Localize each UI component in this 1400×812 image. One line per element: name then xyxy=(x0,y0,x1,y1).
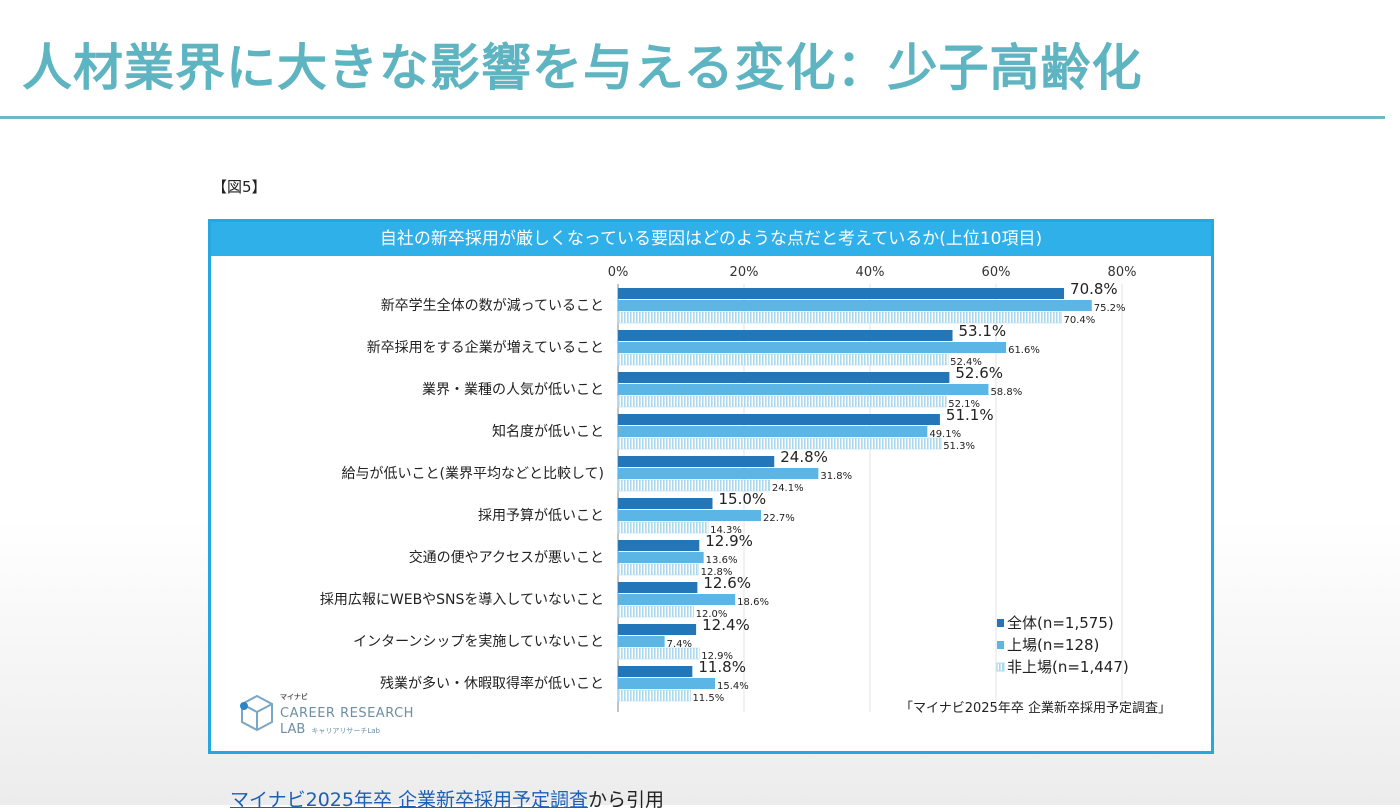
logo-text-line2: LAB キャリアリサーチLab xyxy=(280,722,380,737)
figure-label: 【図5】 xyxy=(212,178,267,196)
data-label: 11.5% xyxy=(692,693,724,704)
bar-unlisted xyxy=(617,647,700,660)
data-label: 51.3% xyxy=(943,441,975,452)
category-label: 採用予算が低いこと xyxy=(478,508,604,524)
data-label: 12.8% xyxy=(701,567,733,578)
bar-listed xyxy=(618,636,665,647)
data-label: 12.4% xyxy=(702,616,750,634)
data-label: 12.6% xyxy=(703,574,751,592)
category-label: 新卒採用をする企業が増えていること xyxy=(367,339,604,356)
bar-all xyxy=(618,582,698,593)
x-tick-label: 60% xyxy=(982,265,1011,280)
data-label: 58.8% xyxy=(990,387,1022,398)
data-label: 12.0% xyxy=(696,609,728,620)
career-research-lab-logo xyxy=(238,692,276,736)
category-label: 知名度が低いこと xyxy=(492,423,604,440)
legend-swatch xyxy=(996,662,1005,672)
data-label: 22.7% xyxy=(763,513,795,524)
bar-listed xyxy=(618,300,1092,311)
logo-brand-small: マイナビ xyxy=(280,693,308,701)
data-label: 15.0% xyxy=(719,490,767,508)
data-label: 70.8% xyxy=(1070,280,1118,298)
logo-lab-kana: キャリアリサーチLab xyxy=(311,727,380,735)
bar-listed xyxy=(618,384,989,395)
data-label: 24.8% xyxy=(780,448,828,466)
data-label: 51.1% xyxy=(946,406,994,424)
data-label: 14.3% xyxy=(710,525,742,536)
category-label: 業界・業種の人気が低いこと xyxy=(422,382,604,398)
category-label: 残業が多い・休暇取得率が低いこと xyxy=(380,675,604,692)
bar-listed xyxy=(618,552,704,563)
bar-unlisted xyxy=(617,521,709,534)
legend-entry: 上場(n=128) xyxy=(1007,636,1099,654)
data-label: 52.1% xyxy=(948,399,980,410)
bar-listed xyxy=(618,342,1007,353)
x-tick-label: 40% xyxy=(856,265,885,280)
data-label: 61.6% xyxy=(1008,345,1040,356)
data-label: 12.9% xyxy=(701,651,733,662)
bar-listed xyxy=(618,510,762,521)
bar-all xyxy=(618,666,693,677)
source-note: 「マイナビ2025年卒 企業新卒採用予定調査」 xyxy=(900,701,1171,716)
bar-all xyxy=(618,372,950,383)
bar-all xyxy=(618,414,940,425)
bar-listed xyxy=(618,468,819,479)
data-label: 52.6% xyxy=(955,364,1003,382)
bar-unlisted xyxy=(617,437,942,450)
logo-text-line1: CAREER RESEARCH xyxy=(280,706,414,721)
category-label: 交通の便やアクセスが悪いこと xyxy=(409,549,604,566)
x-tick-label: 80% xyxy=(1108,265,1137,280)
bar-listed xyxy=(618,678,716,689)
chart-header: 自社の新卒採用が厳しくなっている要因はどのような点だと考えているか(上位10項目… xyxy=(211,222,1211,256)
bar-unlisted xyxy=(617,689,691,702)
bar-listed xyxy=(618,594,736,605)
legend-swatch xyxy=(997,641,1004,649)
data-label: 11.8% xyxy=(698,658,746,676)
footer-citation: マイナビ2025年卒 企業新卒採用予定調査から引用 xyxy=(230,785,664,812)
data-label: 18.6% xyxy=(737,597,769,608)
data-label: 31.8% xyxy=(820,471,852,482)
bar-all xyxy=(618,498,713,509)
bar-unlisted xyxy=(617,563,699,576)
data-label: 7.4% xyxy=(667,639,692,650)
data-label: 15.4% xyxy=(717,681,749,692)
category-label: 新卒学生全体の数が減っていること xyxy=(381,297,604,314)
legend-swatch xyxy=(997,619,1004,627)
category-label: インターンシップを実施していないこと xyxy=(353,634,604,650)
bar-all xyxy=(618,330,953,341)
x-tick-label: 20% xyxy=(730,265,759,280)
data-label: 70.4% xyxy=(1064,315,1096,326)
logo-lab: LAB xyxy=(280,722,306,737)
category-label: 給与が低いこと(業界平均などと比較して) xyxy=(341,466,604,482)
legend-entry: 全体(n=1,575) xyxy=(1007,614,1114,632)
bar-all xyxy=(618,288,1065,299)
bar-unlisted xyxy=(617,353,949,366)
bar-unlisted xyxy=(617,479,771,492)
data-label: 49.1% xyxy=(929,429,961,440)
bar-all xyxy=(618,540,700,551)
data-label: 13.6% xyxy=(706,555,738,566)
citation-suffix: から引用 xyxy=(588,789,665,811)
title-divider xyxy=(0,116,1385,119)
data-label: 52.4% xyxy=(950,357,982,368)
data-label: 53.1% xyxy=(959,322,1007,340)
bar-unlisted xyxy=(617,395,947,408)
data-label: 24.1% xyxy=(772,483,804,494)
data-label: 75.2% xyxy=(1094,303,1126,314)
bar-unlisted xyxy=(617,311,1062,324)
x-tick-label: 0% xyxy=(608,265,629,280)
survey-link[interactable]: マイナビ2025年卒 企業新卒採用予定調査 xyxy=(230,789,589,811)
data-label: 12.9% xyxy=(705,532,753,550)
category-label: 採用広報にWEBやSNSを導入していないこと xyxy=(320,592,604,608)
bar-listed xyxy=(618,426,928,437)
slide-title: 人材業界に大きな影響を与える変化：少子高齢化 xyxy=(22,39,1143,97)
legend-entry: 非上場(n=1,447) xyxy=(1007,658,1129,676)
bar-all xyxy=(618,624,697,635)
bar-unlisted xyxy=(617,605,694,618)
bar-all xyxy=(618,456,775,467)
